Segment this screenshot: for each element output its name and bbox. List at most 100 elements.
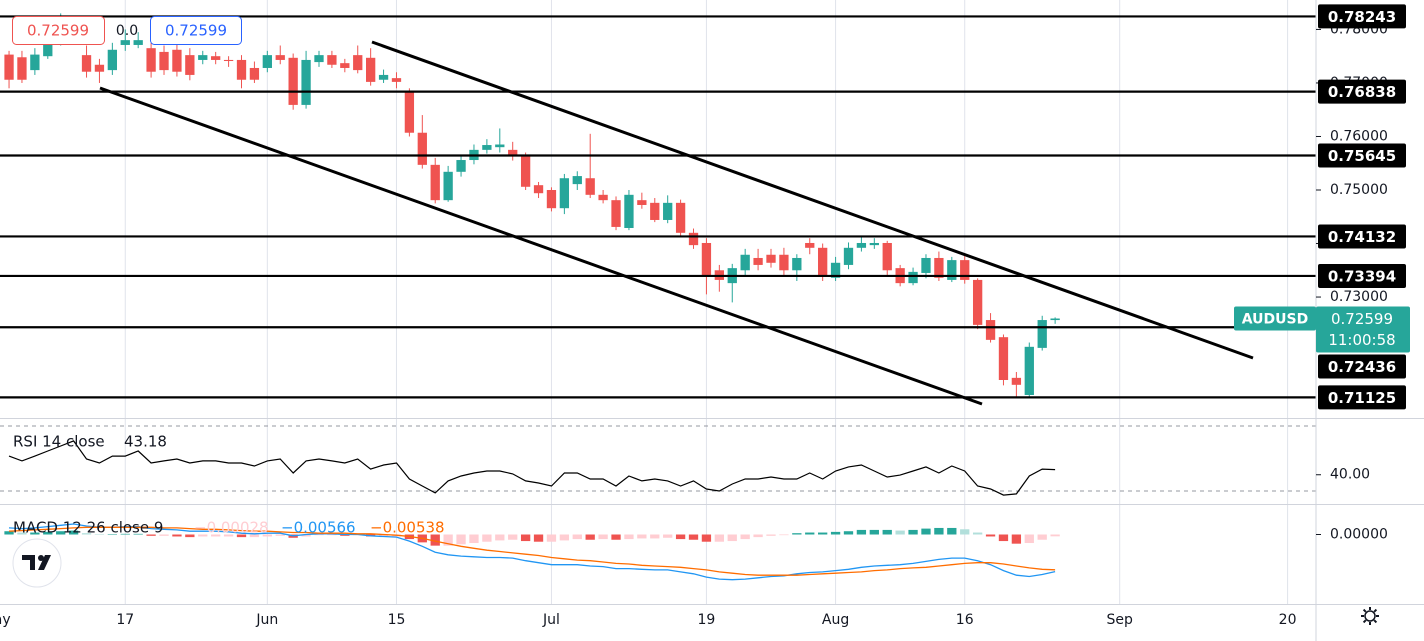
x-tick-label: 20 [1279,612,1297,628]
y-tick-label: 0.00000 [1330,527,1388,543]
histogram-bar [223,534,234,537]
y-tick-label: 0.76000 [1330,128,1388,144]
logo-mark [38,555,51,570]
candle-body [482,145,492,150]
candle-body [637,200,647,205]
candle-body [843,247,854,265]
histogram-bar [378,534,389,537]
histogram-bar [146,534,156,536]
candle-body [288,57,298,105]
x-tick-label: 17 [116,612,134,628]
histogram-bar [185,534,195,538]
histogram-bar [869,529,879,535]
x-tick-label: Aug [822,612,849,628]
histogram-bar [714,534,724,542]
signal-value: −0.00538 [370,519,445,537]
candle-body [275,55,285,60]
sell-price: 0.72599 [27,22,89,40]
level-label: 0.75645 [1328,147,1396,165]
candle-body [456,160,466,172]
histogram-bar [43,531,53,535]
candle-body [404,92,415,133]
histogram-bar [585,534,595,540]
histogram-bar [701,534,712,542]
histogram-bar [766,534,776,536]
macd-title: MACD 12 26 close 9 [13,519,163,537]
candle-body [301,59,311,105]
candle-body [934,257,944,278]
histogram-bar [1024,534,1034,544]
histogram-bar [882,529,892,535]
histogram-bar [275,534,285,536]
histogram-bar [830,531,841,535]
sell-box[interactable] [12,16,105,45]
candle-body [43,42,53,57]
histogram-bar [469,534,479,544]
candle-body [572,176,582,185]
histogram-bar [843,531,854,535]
histogram-bar [611,534,621,540]
rsi-title: RSI 14 close [13,433,105,451]
level-label: 0.72436 [1328,358,1396,376]
histogram-bar [508,534,518,540]
settings-icon[interactable] [1361,607,1379,625]
level-label-box [1318,224,1406,249]
candle-body [378,74,389,80]
candle-body [353,55,363,71]
candle-body [766,254,776,263]
histogram-bar [650,534,660,539]
candle-body [211,56,221,60]
candle-body [805,242,815,248]
histogram-bar [818,532,828,535]
candle-body [960,260,970,280]
histogram-bar [56,531,66,535]
level-label: 0.78243 [1328,8,1396,26]
candle-body [17,57,27,80]
histogram-bar [68,530,79,535]
histogram-bar [443,534,453,546]
histogram-bar [998,534,1009,542]
histogram-bar [1037,534,1047,540]
candle-body [520,155,531,187]
histogram-bar [960,529,970,535]
buy-box[interactable] [150,16,242,45]
candle-body [120,40,130,45]
level-label-box [1318,385,1406,410]
candle-body [4,54,14,80]
histogram-bar [921,528,931,535]
candle-body [327,55,337,65]
candle-body [779,254,789,271]
level-label-box [1318,263,1406,288]
histogram-bar [236,534,247,538]
candle-body [546,190,557,209]
candle-body [611,200,621,227]
histogram-value: −0.00028 [194,519,269,537]
y-tick-label: 0.73000 [1330,289,1388,305]
trend-line [371,40,1254,360]
histogram-bar [133,533,143,535]
candle-body [430,164,440,201]
candle-body [701,242,712,276]
histogram-bar [81,533,92,535]
histogram-bar [792,533,802,535]
histogram-bar [805,532,815,535]
histogram-bar [120,533,130,535]
x-tick-label: 15 [388,612,406,628]
histogram-bar [985,534,996,537]
histogram-bar [1011,534,1022,544]
histogram-bar [637,534,647,539]
candle-body [159,51,169,71]
trend-line [99,86,983,406]
logo-dot [38,555,44,561]
spread: 0.0 [116,23,138,39]
histogram-bar [495,534,505,541]
x-tick-label: Jul [542,612,560,628]
price-tag [1316,306,1410,353]
candle-body [585,178,595,195]
histogram-bar [624,534,634,540]
candle-body [366,57,376,82]
gear-center [1364,610,1376,622]
candle-body [146,48,156,72]
